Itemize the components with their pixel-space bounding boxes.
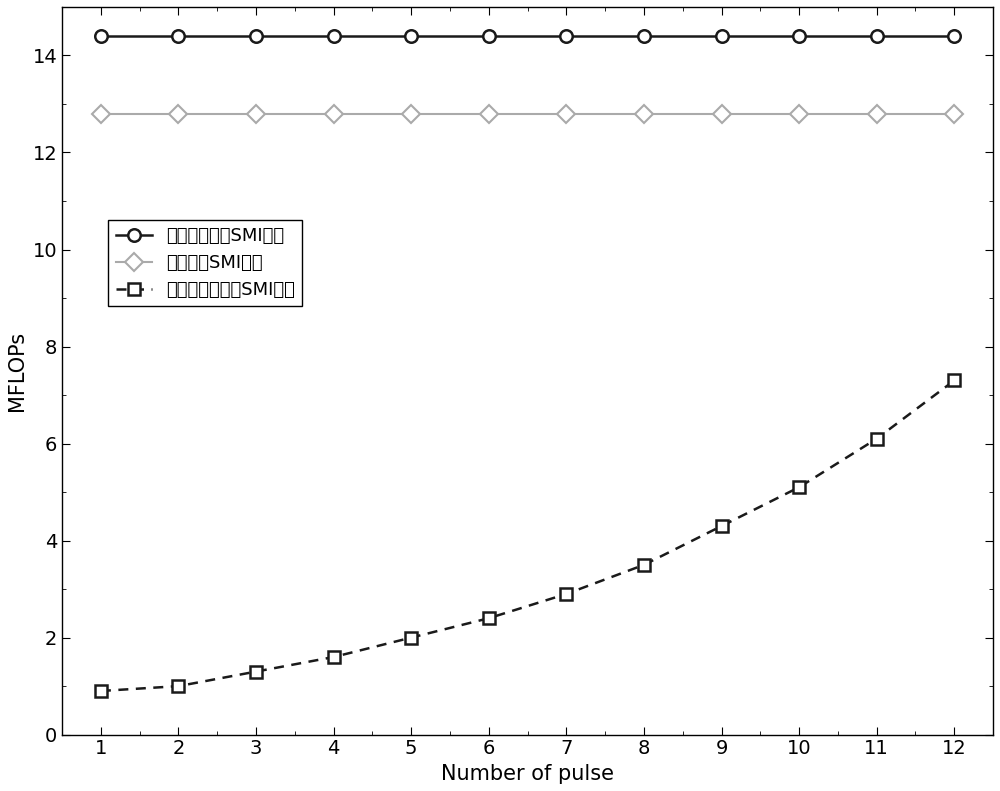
- 按脉冲阶数递推SMI算法: [716, 521, 728, 531]
- 直接矩阵求逆SMI算法: [95, 32, 107, 41]
- 矩阵递推SMI算法: [793, 109, 805, 119]
- 矩阵递推SMI算法: [172, 109, 184, 119]
- 矩阵递推SMI算法: [948, 109, 960, 119]
- 直接矩阵求逆SMI算法: [405, 32, 417, 41]
- Legend: 直接矩阵求逆SMI算法, 矩阵递推SMI算法, 按脉冲阶数递推SMI算法: 直接矩阵求逆SMI算法, 矩阵递推SMI算法, 按脉冲阶数递推SMI算法: [108, 220, 302, 306]
- 按脉冲阶数递推SMI算法: [948, 376, 960, 385]
- 按脉冲阶数递推SMI算法: [560, 589, 572, 599]
- Line: 直接矩阵求逆SMI算法: 直接矩阵求逆SMI算法: [95, 30, 961, 42]
- 矩阵递推SMI算法: [560, 109, 572, 119]
- Y-axis label: MFLOPs: MFLOPs: [7, 331, 27, 411]
- 矩阵递推SMI算法: [95, 109, 107, 119]
- 矩阵递推SMI算法: [405, 109, 417, 119]
- 直接矩阵求逆SMI算法: [250, 32, 262, 41]
- Line: 按脉冲阶数递推SMI算法: 按脉冲阶数递推SMI算法: [95, 374, 961, 697]
- 矩阵递推SMI算法: [716, 109, 728, 119]
- 按脉冲阶数递推SMI算法: [793, 483, 805, 492]
- 按脉冲阶数递推SMI算法: [95, 687, 107, 696]
- 按脉冲阶数递推SMI算法: [250, 667, 262, 676]
- 矩阵递推SMI算法: [871, 109, 883, 119]
- 按脉冲阶数递推SMI算法: [405, 633, 417, 642]
- 直接矩阵求逆SMI算法: [638, 32, 650, 41]
- 按脉冲阶数递推SMI算法: [483, 614, 495, 623]
- 矩阵递推SMI算法: [483, 109, 495, 119]
- 按脉冲阶数递推SMI算法: [871, 434, 883, 444]
- 按脉冲阶数递推SMI算法: [172, 681, 184, 691]
- 矩阵递推SMI算法: [638, 109, 650, 119]
- 按脉冲阶数递推SMI算法: [328, 653, 340, 662]
- 直接矩阵求逆SMI算法: [716, 32, 728, 41]
- 按脉冲阶数递推SMI算法: [638, 560, 650, 570]
- 直接矩阵求逆SMI算法: [871, 32, 883, 41]
- X-axis label: Number of pulse: Number of pulse: [441, 764, 614, 784]
- 矩阵递推SMI算法: [328, 109, 340, 119]
- 直接矩阵求逆SMI算法: [328, 32, 340, 41]
- 直接矩阵求逆SMI算法: [793, 32, 805, 41]
- 直接矩阵求逆SMI算法: [172, 32, 184, 41]
- 直接矩阵求逆SMI算法: [560, 32, 572, 41]
- 矩阵递推SMI算法: [250, 109, 262, 119]
- 直接矩阵求逆SMI算法: [948, 32, 960, 41]
- Line: 矩阵递推SMI算法: 矩阵递推SMI算法: [95, 108, 961, 120]
- 直接矩阵求逆SMI算法: [483, 32, 495, 41]
